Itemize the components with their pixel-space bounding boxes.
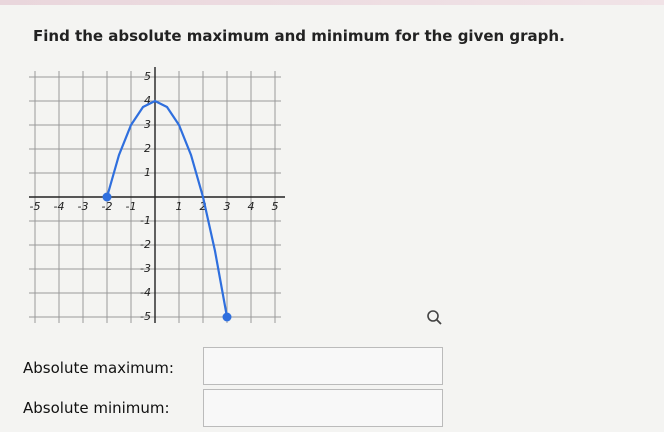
answer-input[interactable] [203, 389, 443, 427]
x-tick-label: 1 [176, 200, 183, 213]
y-tick-label: -4 [140, 286, 151, 299]
x-tick-label: -3 [78, 200, 89, 213]
y-tick-label: 3 [144, 118, 151, 131]
y-tick-label: 2 [144, 142, 151, 155]
answer-input[interactable] [203, 347, 443, 385]
answer-label: Absolute maximum: [23, 359, 174, 377]
x-tick-label: -2 [102, 200, 113, 213]
y-tick-label: 1 [144, 166, 151, 179]
endpoint [222, 312, 232, 322]
x-tick-label: -5 [30, 200, 41, 213]
question: Find the absolute maximum and minimum fo… [33, 27, 565, 45]
endpoint [102, 192, 112, 202]
y-tick-label: 5 [144, 70, 151, 83]
x-tick-label: 2 [200, 200, 207, 213]
x-tick-label: 5 [272, 200, 279, 213]
y-tick-label: -2 [140, 238, 151, 251]
x-tick-label: -4 [54, 200, 65, 213]
y-tick-label: -3 [140, 262, 151, 275]
y-tick-label: 4 [144, 94, 151, 107]
answer-label: Absolute minimum: [23, 399, 170, 417]
x-tick-label: -1 [126, 200, 137, 213]
y-tick-label: -5 [140, 310, 151, 323]
curve [105, 99, 229, 318]
top-bar [0, 0, 664, 5]
x-tick-label: 3 [224, 200, 231, 213]
x-tick-label: 4 [248, 200, 255, 213]
y-tick-label: -1 [140, 214, 151, 227]
magnifier-icon[interactable] [427, 310, 442, 325]
